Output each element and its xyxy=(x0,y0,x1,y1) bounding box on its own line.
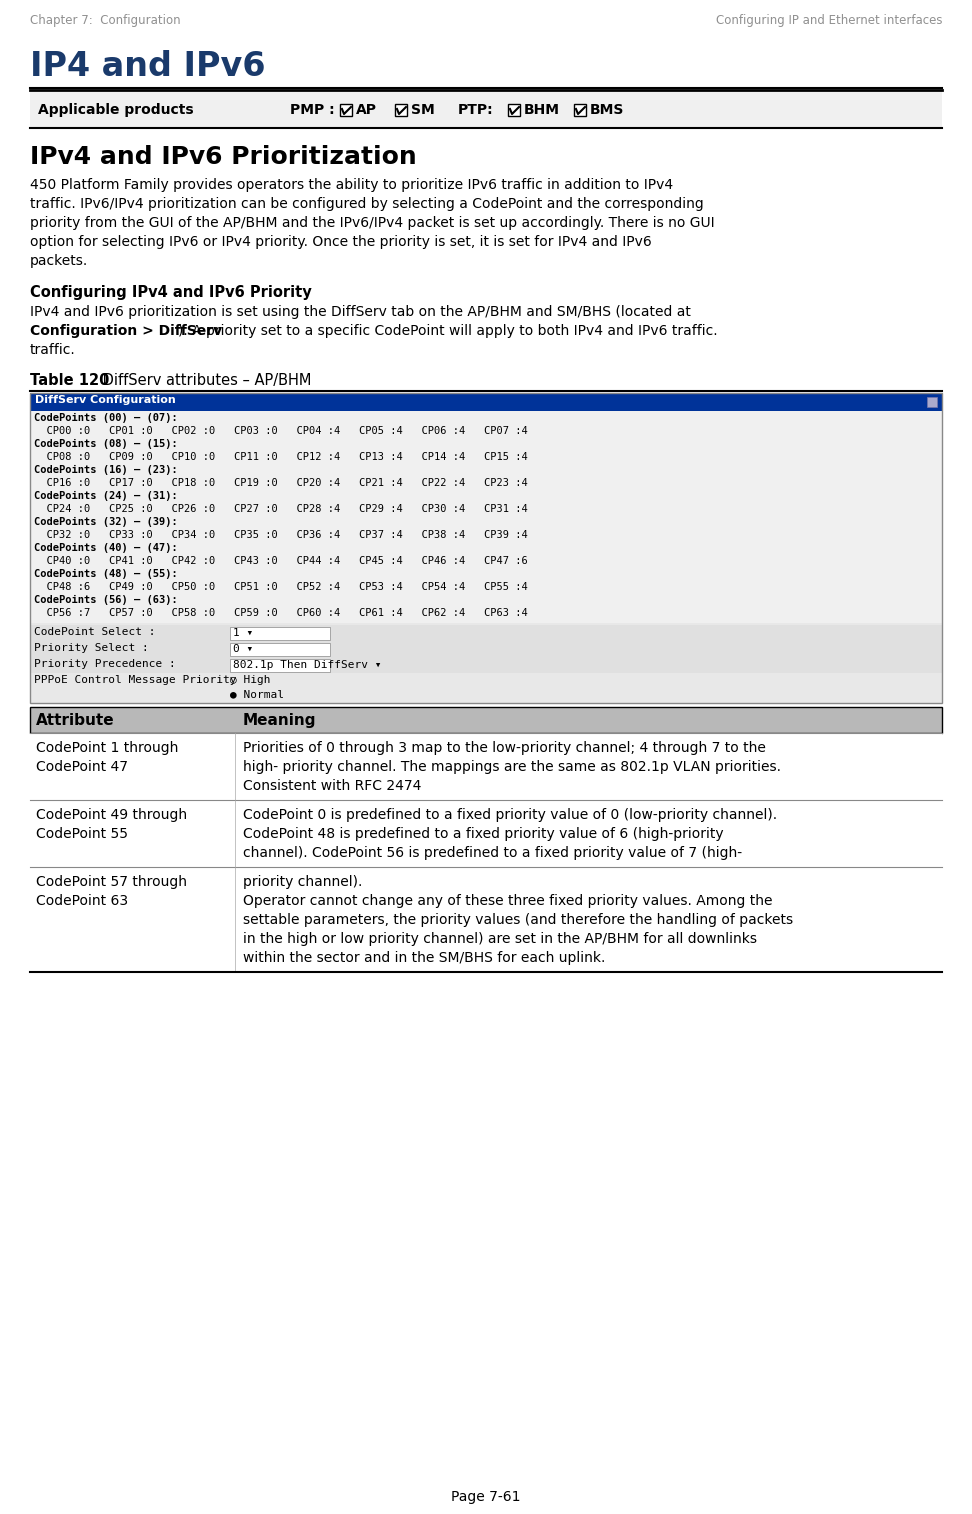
Bar xyxy=(30,89,942,129)
Bar xyxy=(30,675,942,702)
Text: Table 120: Table 120 xyxy=(30,372,110,388)
Text: CodePoint 49 through: CodePoint 49 through xyxy=(36,808,188,822)
Text: CP40 :0   CP41 :0   CP42 :0   CP43 :0   CP44 :4   CP45 :4   CP46 :4   CP47 :6: CP40 :0 CP41 :0 CP42 :0 CP43 :0 CP44 :4 … xyxy=(34,556,528,566)
Bar xyxy=(30,394,942,410)
Text: CodePoints (16) — (23):: CodePoints (16) — (23): xyxy=(34,465,178,475)
Text: Priorities of 0 through 3 map to the low-priority channel; 4 through 7 to the: Priorities of 0 through 3 map to the low… xyxy=(243,740,766,755)
Bar xyxy=(30,657,942,674)
Text: CP00 :0   CP01 :0   CP02 :0   CP03 :0   CP04 :4   CP05 :4   CP06 :4   CP07 :4: CP00 :0 CP01 :0 CP02 :0 CP03 :0 CP04 :4 … xyxy=(34,425,528,436)
Text: Operator cannot change any of these three fixed priority values. Among the: Operator cannot change any of these thre… xyxy=(243,893,773,908)
Bar xyxy=(30,707,942,733)
Text: traffic. IPv6/IPv4 prioritization can be configured by selecting a CodePoint and: traffic. IPv6/IPv4 prioritization can be… xyxy=(30,197,704,210)
Text: ● Normal: ● Normal xyxy=(230,689,284,699)
Text: BHM: BHM xyxy=(524,103,560,117)
Text: Page 7-61: Page 7-61 xyxy=(451,1490,521,1503)
Text: DiffServ Configuration: DiffServ Configuration xyxy=(35,395,176,406)
Text: option for selecting IPv6 or IPv4 priority. Once the priority is set, it is set : option for selecting IPv6 or IPv4 priori… xyxy=(30,235,652,248)
Text: CodePoints (48) — (55):: CodePoints (48) — (55): xyxy=(34,569,178,578)
Text: CP48 :6   CP49 :0   CP50 :0   CP51 :0   CP52 :4   CP53 :4   CP54 :4   CP55 :4: CP48 :6 CP49 :0 CP50 :0 CP51 :0 CP52 :4 … xyxy=(34,581,528,592)
Text: within the sector and in the SM/BHS for each uplink.: within the sector and in the SM/BHS for … xyxy=(243,951,606,964)
Text: CP16 :0   CP17 :0   CP18 :0   CP19 :0   CP20 :4   CP21 :4   CP22 :4   CP23 :4: CP16 :0 CP17 :0 CP18 :0 CP19 :0 CP20 :4 … xyxy=(34,478,528,488)
Text: CodePoint 55: CodePoint 55 xyxy=(36,827,128,840)
Text: BMS: BMS xyxy=(590,103,624,117)
Text: channel). CodePoint 56 is predefined to a fixed priority value of 7 (high-: channel). CodePoint 56 is predefined to … xyxy=(243,846,743,860)
Text: Configuring IP and Ethernet interfaces: Configuring IP and Ethernet interfaces xyxy=(715,14,942,27)
Bar xyxy=(30,410,942,622)
Bar xyxy=(30,799,942,868)
Text: PPPoE Control Message Priority: PPPoE Control Message Priority xyxy=(34,675,236,684)
Bar xyxy=(508,104,520,117)
Text: CodePoints (24) — (31):: CodePoints (24) — (31): xyxy=(34,491,178,501)
Bar xyxy=(230,659,330,672)
Text: CodePoint 1 through: CodePoint 1 through xyxy=(36,740,179,755)
Text: CodePoints (32) — (39):: CodePoints (32) — (39): xyxy=(34,516,178,527)
Text: packets.: packets. xyxy=(30,254,88,268)
Text: Applicable products: Applicable products xyxy=(38,103,193,117)
Text: PTP:: PTP: xyxy=(458,103,494,117)
Text: PMP :: PMP : xyxy=(290,103,334,117)
Text: IP4 and IPv6: IP4 and IPv6 xyxy=(30,50,265,83)
Text: 802.1p Then DiffServ ▾: 802.1p Then DiffServ ▾ xyxy=(233,660,381,671)
Text: CodePoint 48 is predefined to a fixed priority value of 6 (high-priority: CodePoint 48 is predefined to a fixed pr… xyxy=(243,827,723,840)
Text: CodePoints (08) — (15):: CodePoints (08) — (15): xyxy=(34,439,178,450)
Bar xyxy=(230,643,330,656)
Text: AP: AP xyxy=(356,103,377,117)
Text: SM: SM xyxy=(411,103,434,117)
Text: Priority Precedence :: Priority Precedence : xyxy=(34,659,176,669)
Text: Consistent with RFC 2474: Consistent with RFC 2474 xyxy=(243,780,422,793)
Bar xyxy=(927,397,937,407)
Text: ○ High: ○ High xyxy=(230,675,270,684)
Text: priority from the GUI of the AP/BHM and the IPv6/IPv4 packet is set up according: priority from the GUI of the AP/BHM and … xyxy=(30,217,714,230)
Text: CodePoint 63: CodePoint 63 xyxy=(36,893,128,908)
Text: 1 ▾: 1 ▾ xyxy=(233,628,254,637)
Text: IPv4 and IPv6 prioritization is set using the DiffServ tab on the AP/BHM and SM/: IPv4 and IPv6 prioritization is set usin… xyxy=(30,304,691,319)
Text: Configuration > DiffServ: Configuration > DiffServ xyxy=(30,324,223,338)
Bar xyxy=(30,622,942,702)
Bar xyxy=(230,627,330,640)
Text: high- priority channel. The mappings are the same as 802.1p VLAN priorities.: high- priority channel. The mappings are… xyxy=(243,760,781,774)
Bar xyxy=(30,640,942,657)
Text: CodePoints (40) — (47):: CodePoints (40) — (47): xyxy=(34,544,178,553)
Bar xyxy=(30,733,942,799)
Text: in the high or low priority channel) are set in the AP/BHM for all downlinks: in the high or low priority channel) are… xyxy=(243,933,757,946)
Text: CP24 :0   CP25 :0   CP26 :0   CP27 :0   CP28 :4   CP29 :4   CP30 :4   CP31 :4: CP24 :0 CP25 :0 CP26 :0 CP27 :0 CP28 :4 … xyxy=(34,504,528,513)
Text: 450 Platform Family provides operators the ability to prioritize IPv6 traffic in: 450 Platform Family provides operators t… xyxy=(30,179,674,192)
Text: traffic.: traffic. xyxy=(30,344,76,357)
Text: Meaning: Meaning xyxy=(243,713,317,728)
Bar xyxy=(395,104,407,117)
Text: DiffServ attributes – AP/BHM: DiffServ attributes – AP/BHM xyxy=(98,372,311,388)
Text: CP08 :0   CP09 :0   CP10 :0   CP11 :0   CP12 :4   CP13 :4   CP14 :4   CP15 :4: CP08 :0 CP09 :0 CP10 :0 CP11 :0 CP12 :4 … xyxy=(34,453,528,462)
Text: CP56 :7   CP57 :0   CP58 :0   CP59 :0   CP60 :4   CP61 :4   CP62 :4   CP63 :4: CP56 :7 CP57 :0 CP58 :0 CP59 :0 CP60 :4 … xyxy=(34,609,528,618)
Text: Configuring IPv4 and IPv6 Priority: Configuring IPv4 and IPv6 Priority xyxy=(30,285,312,300)
Text: CodePoints (56) — (63):: CodePoints (56) — (63): xyxy=(34,595,178,606)
Bar xyxy=(340,104,352,117)
Text: Attribute: Attribute xyxy=(36,713,115,728)
Text: CP32 :0   CP33 :0   CP34 :0   CP35 :0   CP36 :4   CP37 :4   CP38 :4   CP39 :4: CP32 :0 CP33 :0 CP34 :0 CP35 :0 CP36 :4 … xyxy=(34,530,528,540)
Text: 0 ▾: 0 ▾ xyxy=(233,643,254,654)
Text: Chapter 7:  Configuration: Chapter 7: Configuration xyxy=(30,14,181,27)
Text: CodePoint 47: CodePoint 47 xyxy=(36,760,128,774)
Text: CodePoint 0 is predefined to a fixed priority value of 0 (low-priority channel).: CodePoint 0 is predefined to a fixed pri… xyxy=(243,808,778,822)
Text: IPv4 and IPv6 Prioritization: IPv4 and IPv6 Prioritization xyxy=(30,145,417,170)
Text: CodePoint 57 through: CodePoint 57 through xyxy=(36,875,187,889)
Text: Priority Select :: Priority Select : xyxy=(34,643,149,653)
Text: ). A priority set to a specific CodePoint will apply to both IPv4 and IPv6 traff: ). A priority set to a specific CodePoin… xyxy=(178,324,717,338)
Text: CodePoint Select :: CodePoint Select : xyxy=(34,627,156,637)
Text: settable parameters, the priority values (and therefore the handling of packets: settable parameters, the priority values… xyxy=(243,913,793,927)
Bar xyxy=(30,625,942,640)
Bar xyxy=(574,104,586,117)
Bar xyxy=(30,868,942,972)
Text: CodePoints (00) — (07):: CodePoints (00) — (07): xyxy=(34,413,178,422)
Text: priority channel).: priority channel). xyxy=(243,875,363,889)
Bar xyxy=(30,394,942,702)
